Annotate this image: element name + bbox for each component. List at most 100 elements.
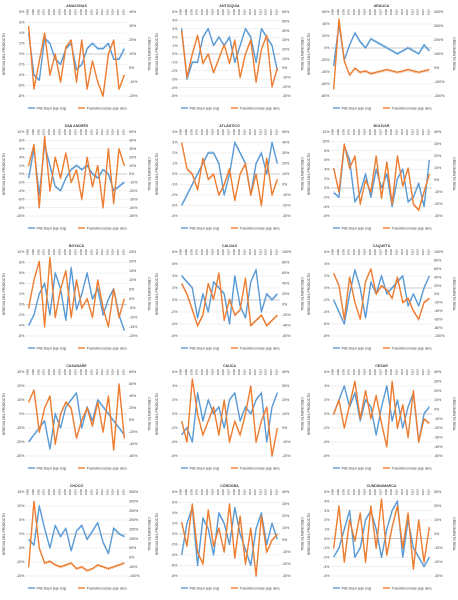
right-tick-label: -50% <box>434 454 443 458</box>
left-tick-label: -4% <box>171 214 178 218</box>
left-tick-label: 4% <box>19 282 25 286</box>
transfers-series-line <box>332 18 430 90</box>
year-label: 2010 <box>89 9 93 16</box>
year-label: 2008 <box>384 369 388 376</box>
year-label: 2012 <box>253 249 257 256</box>
year-label: 1999 <box>336 489 340 496</box>
left-tick-label: -4% <box>323 205 330 209</box>
right-tick-label: -100% <box>434 80 445 84</box>
left-tick-label: 2% <box>324 177 330 181</box>
right-axis-title: CRECIMIENTO REAL <box>300 37 304 71</box>
right-tick-label: -100% <box>129 574 140 578</box>
year-label: 2011 <box>248 369 252 375</box>
year-label: 2009 <box>389 129 393 136</box>
year-label: 2015 <box>269 369 273 376</box>
year-label: 2007 <box>74 9 78 16</box>
year-label: 2002 <box>47 9 51 16</box>
left-tick-label: -2% <box>323 426 330 430</box>
left-tick-label: -20% <box>321 58 330 62</box>
right-tick-label: 300% <box>129 500 139 504</box>
year-label: 2003 <box>52 369 56 376</box>
year-label: 2001 <box>195 489 199 496</box>
right-tick-label: 20% <box>282 48 290 52</box>
right-axis-title: CRECIMIENTO REAL <box>147 37 151 71</box>
left-tick-label: 6% <box>324 250 330 254</box>
year-label: 2012 <box>253 369 257 376</box>
transfers-trend-line <box>181 143 278 207</box>
left-tick-label: -3% <box>171 77 178 81</box>
year-label: 2004 <box>58 129 62 136</box>
left-tick-label: -6% <box>18 197 25 201</box>
year-label: 2015 <box>421 369 425 376</box>
year-label: 2015 <box>269 489 273 496</box>
year-label: 2011 <box>248 129 252 135</box>
left-tick-label: 5% <box>19 518 25 522</box>
chart-title: CHOCÓ <box>70 483 84 488</box>
right-tick-label: -30% <box>282 94 291 98</box>
year-label: 2000 <box>36 489 40 496</box>
right-tick-label: -20% <box>434 560 443 564</box>
right-axis-title: CRECIMIENTO REAL <box>452 37 456 71</box>
right-tick-label: -10% <box>129 80 138 84</box>
year-label: 2004 <box>363 249 367 256</box>
year-label: 1999 <box>31 489 35 496</box>
left-tick-label: -40% <box>321 70 330 74</box>
year-label: 2007 <box>379 9 383 16</box>
right-tick-label: -20% <box>129 94 138 98</box>
year-label: 2015 <box>116 489 120 496</box>
right-tick-label: -20% <box>282 454 291 458</box>
left-tick-label: 0% <box>19 172 25 176</box>
year-label: 2007 <box>379 369 383 376</box>
year-label: 2015 <box>421 129 425 136</box>
year-label: 2005 <box>63 129 67 136</box>
left-tick-label: 6% <box>172 370 178 374</box>
year-label: 2012 <box>405 129 409 136</box>
right-tick-label: -30% <box>282 574 291 578</box>
chart-title: ATLÁNTICO <box>219 123 240 128</box>
right-tick-label: -100% <box>434 334 445 338</box>
left-tick-label: -2% <box>323 298 330 302</box>
left-tick-label: 4% <box>324 168 330 172</box>
legend-transfers-label: Transferencias (eje der) <box>240 106 281 110</box>
year-label: 2016 <box>121 369 125 376</box>
legend-transfers-label: Transferencias (eje der) <box>392 346 433 350</box>
gdp-series-line <box>181 269 278 325</box>
left-tick-label: -4% <box>323 310 330 314</box>
left-axis-title: BRECHA DEL PRODUCTO <box>2 153 6 195</box>
left-tick-label: 20% <box>322 34 330 38</box>
right-tick-label: 400% <box>434 10 444 14</box>
year-label: 2016 <box>121 129 125 136</box>
year-label: 2002 <box>352 369 356 376</box>
right-tick-label: 30% <box>282 502 290 506</box>
year-label: 2002 <box>47 489 51 496</box>
year-label: 1998 <box>331 489 335 496</box>
year-label: 2008 <box>79 249 83 256</box>
transfers-trend-line <box>28 385 125 452</box>
year-label: 1998 <box>179 129 183 136</box>
year-label: 2015 <box>421 249 425 256</box>
right-tick-label: -20% <box>129 334 138 338</box>
chart-title: CESAR <box>375 364 388 368</box>
year-label: 2009 <box>84 9 88 16</box>
right-tick-label: -10% <box>282 440 291 444</box>
right-tick-label: -30% <box>434 214 443 218</box>
right-tick-label: 25% <box>129 250 137 254</box>
right-tick-label: 30% <box>282 384 290 388</box>
right-tick-label: 30% <box>282 151 290 155</box>
year-label: 2011 <box>248 9 252 15</box>
year-label: 2002 <box>352 489 356 496</box>
year-label: 2014 <box>264 129 268 136</box>
year-label: 2001 <box>195 369 199 376</box>
year-label: 2003 <box>52 249 56 256</box>
year-label: 2007 <box>74 489 78 496</box>
right-tick-label: 30% <box>434 142 442 146</box>
legend-gdp-label: PIB Dept (eje izq) <box>37 466 67 470</box>
year-label: 2005 <box>216 489 220 496</box>
left-tick-label: 1% <box>172 162 178 166</box>
chart-4: SAN ANDRÉS 10% 8% 6% 4% 2% 0% -2% -4% -6% -8% -10% 5… <box>2 123 151 230</box>
left-tick-label: 0% <box>172 52 178 56</box>
year-label: 1999 <box>184 489 188 496</box>
right-tick-label: 100% <box>129 537 139 541</box>
year-label: 2006 <box>68 129 72 136</box>
